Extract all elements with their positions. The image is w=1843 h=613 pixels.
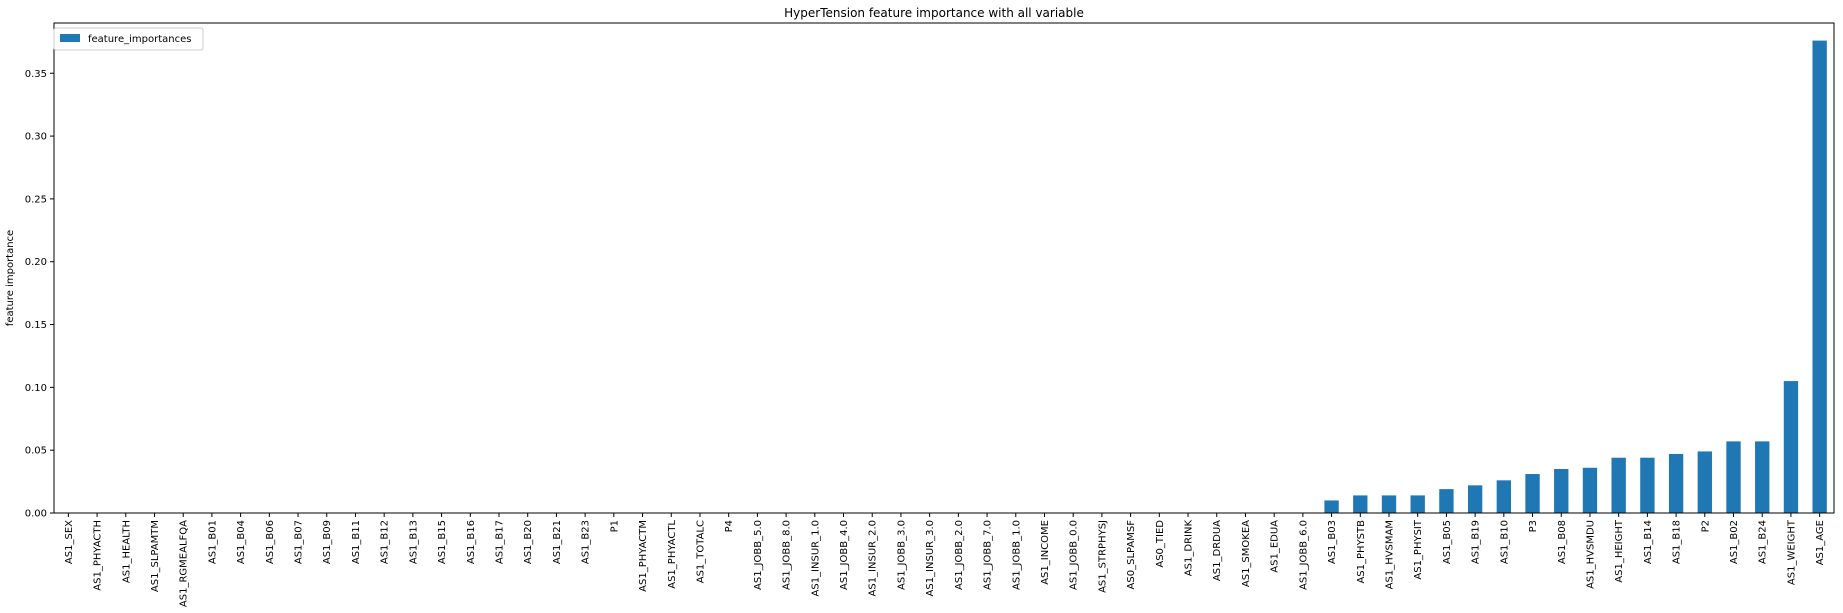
bar — [1439, 489, 1454, 513]
x-tick-label: AS1_B09 — [322, 520, 333, 564]
y-tick-label: 0.30 — [25, 132, 47, 143]
x-tick-label: P2 — [1700, 520, 1711, 532]
bar — [1353, 495, 1368, 513]
x-tick-label: AS1_INSUR_1.0 — [810, 520, 821, 597]
x-tick-label: AS1_JOBB_2.0 — [954, 520, 965, 590]
x-tick-label: AS1_SEX — [64, 520, 75, 564]
chart-title: HyperTension feature importance with all… — [784, 6, 1084, 20]
x-tick-label: AS1_B10 — [1499, 520, 1510, 564]
x-tick-label: AS1_B04 — [236, 520, 247, 564]
legend: feature_importances — [53, 27, 204, 51]
x-tick-label: AS0_SLPAMSF — [1126, 520, 1137, 590]
x-tick-label: AS1_B05 — [1442, 520, 1453, 564]
x-tick-label: AS1_HVSMAM — [1385, 520, 1396, 589]
x-tick-label: AS1_SMOKEA — [1241, 520, 1252, 587]
x-tick-label: AS1_B19 — [1471, 520, 1482, 564]
x-tick-label: AS0_TIED — [1155, 520, 1166, 568]
x-tick-label: AS1_INSUR_3.0 — [925, 520, 936, 597]
legend-swatch — [60, 34, 80, 42]
x-tick-label: AS1_SLPAMTM — [150, 520, 161, 592]
x-tick-label: P1 — [609, 520, 620, 532]
y-tick-label: 0.15 — [25, 320, 47, 331]
x-tick-label: AS1_JOBB_7.0 — [983, 520, 994, 590]
plot-area: 0.00 0.05 0.10 0.15 0.20 0.25 0.30 0.35 AS1_SEX A… — [25, 22, 1835, 607]
y-tick-label: 0.35 — [25, 69, 47, 80]
x-tick-label: AS1_B18 — [1672, 520, 1683, 564]
bar — [1726, 441, 1741, 513]
x-tick-label: AS1_B14 — [1643, 520, 1654, 564]
x-tick-label: AS1_B17 — [495, 520, 506, 564]
x-tick-label: AS1_B16 — [466, 520, 477, 564]
bar — [1640, 457, 1655, 513]
bar — [1611, 457, 1626, 513]
x-tick-label: AS1_B12 — [380, 520, 391, 564]
bar — [1324, 500, 1339, 513]
x-tick-label: AS1_DRDUA — [1212, 520, 1223, 581]
x-tick-label: AS1_B07 — [294, 520, 305, 564]
x-tick-label: AS1_TOTALC — [695, 520, 706, 583]
x-tick-label: AS1_JOBB_5.0 — [753, 520, 764, 590]
x-tick-label: AS1_B15 — [437, 520, 448, 564]
x-tick-label: AS1_PHYSTB — [1356, 520, 1367, 584]
x-tick-label: AS1_B08 — [1557, 520, 1568, 564]
x-tick-label: AS1_JOBB_8.0 — [782, 520, 793, 590]
x-tick-label: AS1_WEIGHT — [1786, 519, 1797, 585]
bar — [1697, 451, 1712, 513]
x-tick-label: AS1_HEALTH — [121, 520, 132, 583]
y-tick-label: 0.05 — [25, 446, 47, 457]
x-tick-label: AS1_AGE — [1815, 520, 1826, 565]
x-tick-label: AS1_B02 — [1729, 520, 1740, 564]
x-tick-label: AS1_B03 — [1327, 520, 1338, 564]
x-tick-label: AS1_PHYACTM — [638, 520, 649, 592]
y-tick-label: 0.25 — [25, 194, 47, 205]
x-tick-label: AS1_B11 — [351, 520, 362, 564]
x-tick-label: AS1_B23 — [581, 520, 592, 564]
bar — [1467, 485, 1483, 513]
bar — [1525, 474, 1540, 513]
x-tick-label: AS1_EDUA — [1270, 520, 1281, 573]
x-tick-label: AS1_PHYACTH — [93, 520, 104, 591]
x-tick-label: AS1_PHYSIT — [1413, 519, 1424, 580]
axes-frame — [53, 22, 1835, 514]
x-tick-label: AS1_JOBB_0.0 — [1069, 520, 1080, 590]
x-tick-label: AS1_STRPHYSJ — [1097, 520, 1108, 593]
bar — [1582, 467, 1598, 513]
x-tick-label: AS1_B01 — [207, 520, 218, 564]
x-tick-label: AS1_INCOME — [1040, 520, 1051, 585]
x-tick-label: AS1_JOBB_4.0 — [839, 520, 850, 590]
bar — [1410, 495, 1425, 513]
x-tick-label: AS1_B13 — [408, 520, 419, 564]
x-tick-label: AS1_B06 — [265, 520, 276, 564]
x-tick-label: AS1_JOBB_1.0 — [1011, 520, 1022, 590]
x-tick-label: P3 — [1528, 520, 1539, 532]
bar — [1755, 441, 1770, 513]
x-tick-label: P4 — [724, 520, 735, 532]
legend-frame — [53, 27, 204, 51]
x-tick-label: AS1_HVSMDU — [1585, 520, 1596, 589]
legend-entry: feature_importances — [88, 34, 191, 45]
x-tick-label: AS1_B24 — [1758, 520, 1769, 564]
bar — [1668, 453, 1684, 513]
x-tick-label: AS1_B21 — [552, 520, 563, 564]
x-tick-label: AS1_JOBB_6.0 — [1298, 520, 1309, 590]
y-tick-label: 0.10 — [25, 383, 47, 394]
y-axis-label: feature importance — [5, 230, 16, 326]
x-tick-label: AS1_PHYACTL — [667, 520, 678, 589]
y-tick-label: 0.20 — [25, 257, 47, 268]
x-tick-label: AS1_B20 — [523, 520, 534, 564]
x-tick-label: AS1_INSUR_2.0 — [868, 520, 879, 597]
y-tick-label: 0.00 — [25, 509, 47, 520]
x-tick-label: AS1_HEIGHT — [1614, 519, 1625, 583]
bar — [1554, 469, 1569, 513]
x-tick-label: AS1_JOBB_3.0 — [896, 520, 907, 590]
bar — [1381, 495, 1397, 513]
bar — [1496, 480, 1512, 513]
bar — [1783, 381, 1799, 513]
x-tick-label: AS1_DRINK — [1184, 520, 1195, 577]
x-tick-label: AS1_RGMEALFQA — [179, 520, 190, 607]
bar — [1812, 40, 1827, 514]
